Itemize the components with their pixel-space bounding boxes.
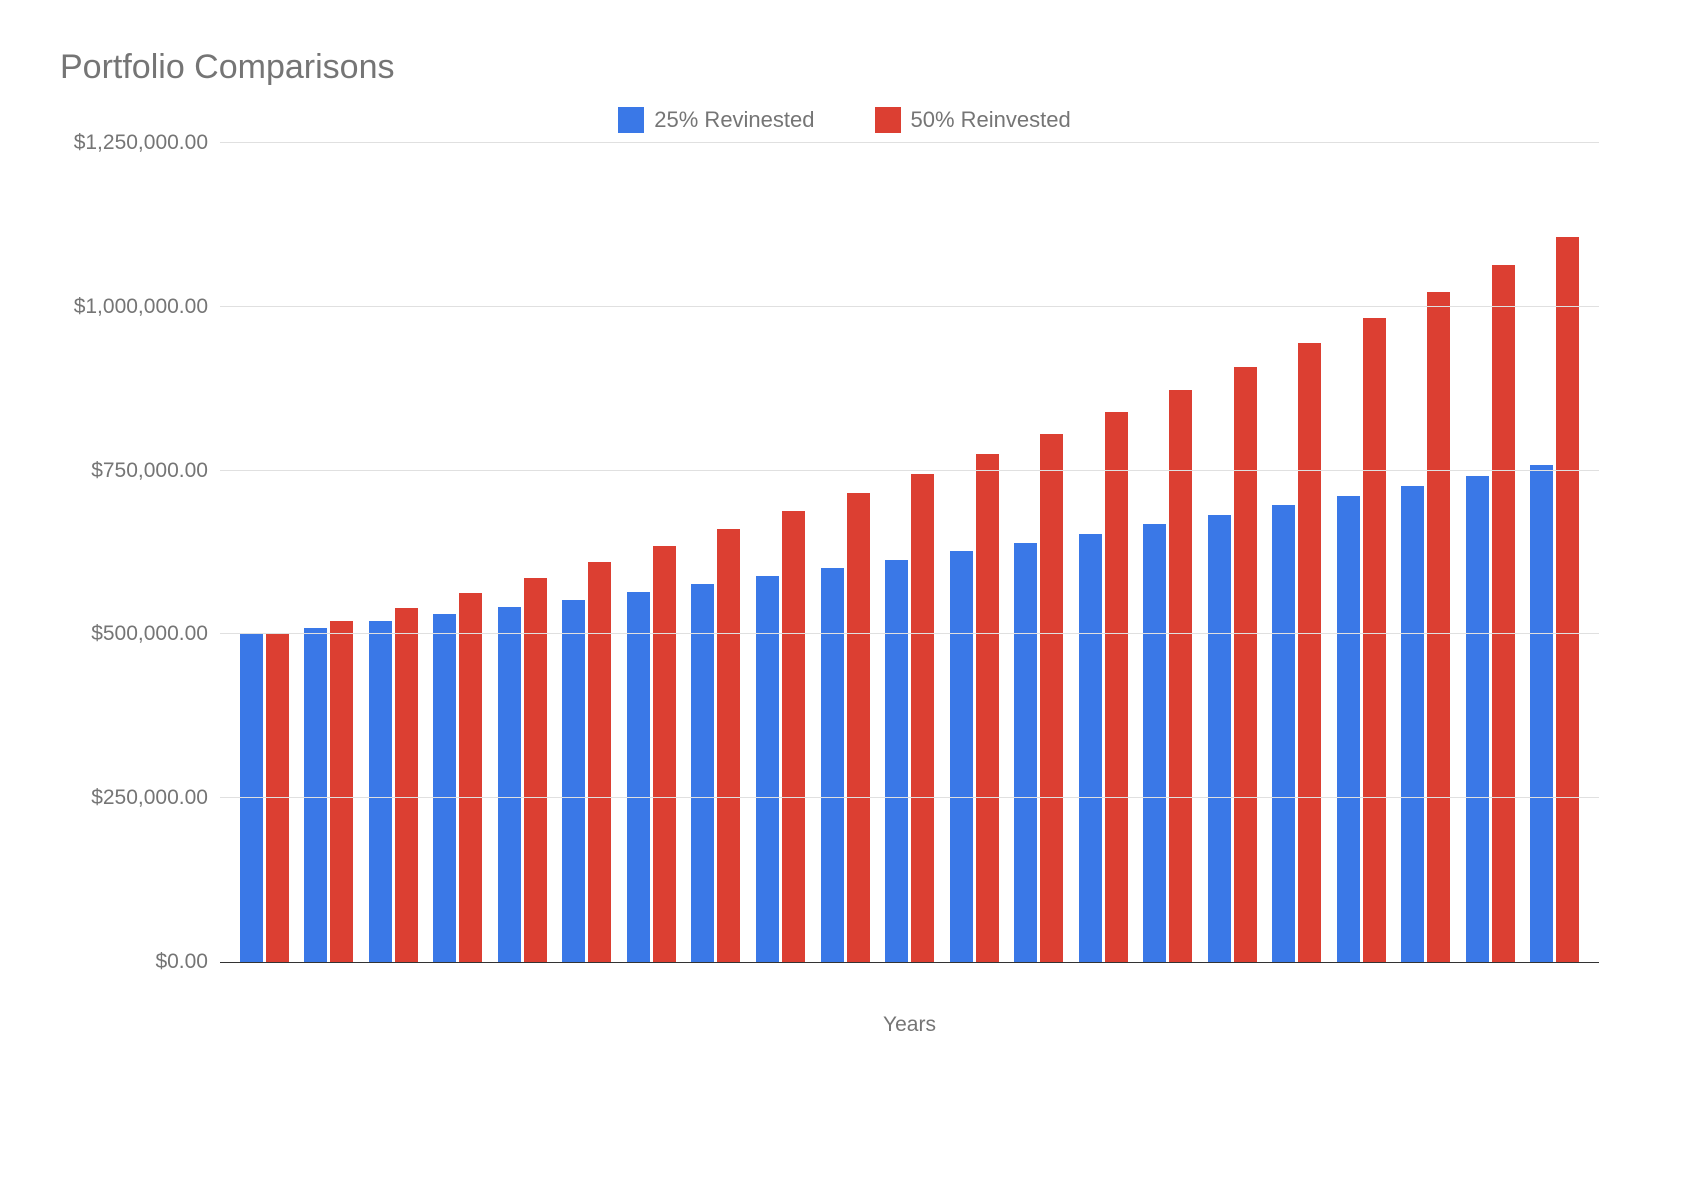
bar-group [1394, 143, 1459, 962]
bar-series-1 [588, 562, 611, 962]
bar-series-1 [1556, 237, 1579, 962]
bar-series-1 [1105, 412, 1128, 962]
y-tick-label: $1,000,000.00 [74, 295, 220, 319]
bar-group [942, 143, 1007, 962]
bar-series-1 [847, 493, 870, 962]
bar-series-0 [1401, 486, 1424, 962]
gridline [220, 797, 1599, 798]
bar-series-0 [369, 621, 392, 962]
bar-series-1 [1040, 434, 1063, 962]
bar-series-0 [1079, 534, 1102, 963]
bar-series-0 [885, 560, 908, 962]
bar-group [555, 143, 620, 962]
bar-series-1 [330, 621, 353, 962]
bar-group [748, 143, 813, 962]
bar-group [426, 143, 491, 962]
bar-group [1329, 143, 1394, 962]
legend-item-series-1: 50% Reinvested [875, 107, 1071, 133]
bar-series-0 [1208, 515, 1231, 962]
bar-series-0 [950, 551, 973, 962]
y-tick-label: $750,000.00 [91, 459, 220, 483]
bar-series-1 [266, 634, 289, 962]
bar-series-1 [1169, 390, 1192, 962]
bars-region [220, 143, 1599, 962]
bar-group [232, 143, 297, 962]
bar-series-1 [717, 529, 740, 962]
bar-group [619, 143, 684, 962]
bar-series-1 [1234, 367, 1257, 962]
bar-series-0 [1143, 524, 1166, 962]
legend: 25% Revinested 50% Reinvested [50, 107, 1639, 133]
y-tick-label: $0.00 [155, 950, 220, 974]
bar-series-1 [524, 578, 547, 962]
bar-group [1135, 143, 1200, 962]
chart-title: Portfolio Comparisons [60, 48, 1639, 87]
legend-label-0: 25% Revinested [654, 107, 814, 133]
bar-series-1 [782, 511, 805, 962]
bar-series-0 [304, 628, 327, 962]
bar-series-1 [1363, 318, 1386, 962]
bar-series-1 [395, 608, 418, 962]
bar-series-1 [911, 474, 934, 962]
legend-swatch-0 [618, 107, 644, 133]
bar-group [1071, 143, 1136, 962]
bar-group [877, 143, 942, 962]
bar-series-0 [240, 634, 263, 962]
bar-group [1265, 143, 1330, 962]
bar-group [813, 143, 878, 962]
x-axis-label: Years [220, 1013, 1599, 1037]
bar-series-0 [1014, 543, 1037, 962]
bar-series-0 [1530, 465, 1553, 962]
bar-series-0 [1337, 496, 1360, 963]
chart-container: Portfolio Comparisons 25% Revinested 50%… [0, 0, 1689, 1187]
legend-label-1: 50% Reinvested [911, 107, 1071, 133]
bar-group [297, 143, 362, 962]
gridline [220, 633, 1599, 634]
legend-item-series-0: 25% Revinested [618, 107, 814, 133]
bar-group [1458, 143, 1523, 962]
bar-series-1 [1492, 265, 1515, 962]
bar-series-1 [459, 593, 482, 962]
legend-swatch-1 [875, 107, 901, 133]
y-tick-label: $500,000.00 [91, 622, 220, 646]
bar-group [1523, 143, 1588, 962]
bar-group [684, 143, 749, 962]
bar-series-0 [691, 584, 714, 962]
gridline [220, 306, 1599, 307]
bar-series-1 [653, 546, 676, 962]
bar-series-0 [821, 568, 844, 962]
bar-group [1006, 143, 1071, 962]
bar-series-1 [1298, 343, 1321, 962]
bar-group [1200, 143, 1265, 962]
plot-area: $0.00$250,000.00$500,000.00$750,000.00$1… [220, 143, 1599, 963]
gridline [220, 142, 1599, 143]
gridline [220, 470, 1599, 471]
bar-group [490, 143, 555, 962]
bar-series-0 [433, 614, 456, 962]
bar-series-0 [562, 600, 585, 962]
bar-group [361, 143, 426, 962]
bar-series-0 [627, 592, 650, 962]
bar-series-0 [498, 607, 521, 962]
bar-series-1 [976, 454, 999, 962]
y-tick-label: $1,250,000.00 [74, 131, 220, 155]
bar-series-0 [1466, 476, 1489, 962]
bar-series-0 [1272, 505, 1295, 962]
bar-series-1 [1427, 292, 1450, 962]
y-tick-label: $250,000.00 [91, 786, 220, 810]
